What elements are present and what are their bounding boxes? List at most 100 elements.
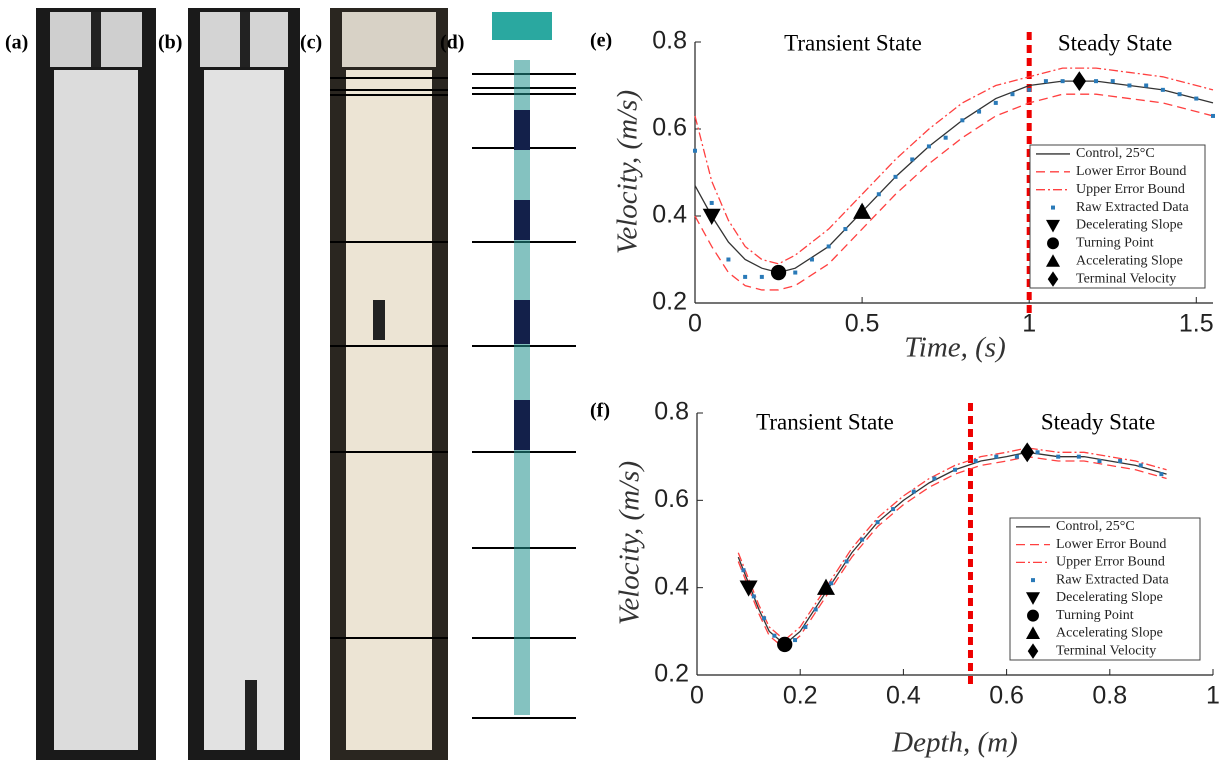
marker: [1072, 71, 1087, 92]
blob: [514, 300, 530, 344]
x-tick-label: 1.5: [1179, 310, 1214, 338]
series-line: [737, 447, 1167, 641]
legend-swatch: [1046, 219, 1060, 233]
x-tick-label: 0.4: [886, 682, 921, 710]
data-point: [1035, 450, 1040, 455]
blob: [514, 110, 530, 150]
legend-swatch: [1051, 205, 1055, 210]
marker: [853, 202, 872, 219]
legend-label: Lower Error Bound: [1056, 537, 1166, 552]
data-point: [993, 100, 998, 105]
data-point: [1118, 459, 1123, 464]
data-point: [875, 520, 880, 525]
legend-label: Terminal Velocity: [1076, 271, 1176, 286]
legend-label: Accelerating Slope: [1076, 253, 1183, 268]
data-point: [1097, 459, 1102, 464]
y-tick-label: 0.6: [654, 485, 689, 513]
marker: [1020, 442, 1034, 463]
legend-label: Decelerating Slope: [1076, 218, 1183, 233]
annotation: Transient State: [784, 30, 922, 55]
legend-label: Raw Extracted Data: [1056, 572, 1170, 587]
data-point: [709, 200, 714, 205]
object: [240, 12, 250, 67]
legend-swatch: [1027, 643, 1039, 659]
data-point: [1160, 87, 1165, 92]
data-point: [1043, 79, 1048, 84]
data-point: [1159, 472, 1164, 477]
legend-label: Decelerating Slope: [1056, 590, 1163, 605]
data-point: [891, 507, 896, 512]
y-tick-label: 0.8: [652, 27, 687, 55]
legend-label: Raw Extracted Data: [1076, 200, 1190, 215]
x-tick-label: 0.5: [845, 310, 880, 338]
blob-column: [514, 60, 530, 715]
tube: [54, 70, 138, 750]
data-point: [693, 148, 697, 153]
legend-box: [1009, 517, 1201, 661]
y-axis-label: Velocity, (m/s): [612, 90, 644, 254]
data-point: [1014, 454, 1019, 459]
data-point: [793, 270, 798, 275]
legend-swatch: [1026, 592, 1040, 605]
data-point: [1138, 463, 1143, 468]
data-point: [1127, 83, 1132, 88]
data-point: [1076, 454, 1081, 459]
marker: [739, 580, 758, 597]
data-point: [1060, 79, 1065, 84]
data-point: [809, 257, 814, 262]
data-point: [943, 135, 948, 140]
x-tick-label: 0.8: [1092, 682, 1127, 710]
annotation: Transient State: [756, 409, 894, 434]
panel-label: (b): [158, 32, 182, 54]
object: [91, 12, 101, 67]
y-tick-label: 0.4: [652, 201, 687, 229]
series-line: [694, 67, 1214, 265]
object: [373, 300, 385, 340]
data-point: [953, 467, 957, 472]
annotation: Steady State: [1058, 30, 1172, 55]
data-point: [743, 274, 748, 279]
y-tick-label: 0.2: [652, 288, 687, 316]
legend-swatch: [1047, 237, 1059, 250]
data-point: [1211, 113, 1215, 118]
data-point: [911, 489, 916, 494]
data-point: [1110, 79, 1115, 84]
data-point: [977, 109, 982, 114]
data-point: [1027, 87, 1032, 92]
marker: [817, 578, 835, 595]
legend-swatch: [1027, 609, 1039, 622]
panel-label: (e): [590, 30, 612, 52]
data-point: [1194, 96, 1199, 101]
data-point: [973, 459, 978, 464]
data-point: [759, 274, 764, 279]
data-point: [844, 559, 849, 564]
x-tick-label: 0.6: [989, 682, 1024, 710]
legend-swatch: [1046, 254, 1060, 267]
x-tick-label: 0.2: [783, 682, 818, 710]
annotation: Steady State: [1041, 409, 1155, 434]
marker: [770, 264, 787, 281]
data-point: [741, 568, 746, 573]
series-line: [694, 93, 1214, 291]
x-tick-label: 0: [688, 310, 702, 338]
series-line: [737, 456, 1167, 650]
data-point: [860, 537, 865, 542]
blob: [492, 12, 552, 40]
panel-label: (a): [5, 32, 28, 54]
x-axis-label: Time, (s): [904, 332, 1006, 364]
legend-label: Control, 25°C: [1076, 146, 1155, 161]
blob: [514, 400, 530, 450]
marker: [702, 208, 721, 225]
x-axis-label: Depth, (m): [891, 727, 1018, 759]
blob: [514, 200, 530, 240]
legend-label: Control, 25°C: [1056, 519, 1135, 534]
object: [245, 680, 257, 750]
y-tick-label: 0.2: [654, 660, 689, 688]
data-point: [1094, 79, 1099, 84]
photos: [36, 8, 576, 760]
legend-label: Accelerating Slope: [1056, 626, 1163, 641]
tube: [204, 70, 284, 750]
legend-label: Upper Error Bound: [1076, 182, 1185, 197]
marker: [777, 636, 793, 653]
